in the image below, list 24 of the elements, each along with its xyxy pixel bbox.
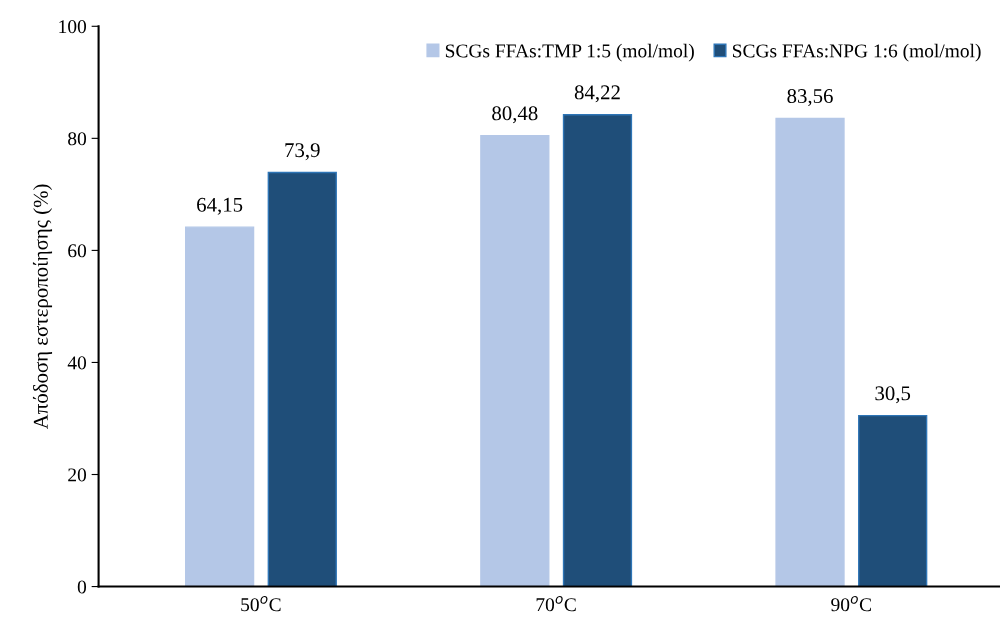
x-tick-label: 50$^{o}$C	[241, 596, 281, 612]
y-tick-label: 80	[68, 132, 87, 146]
x-tick-label: 70$^{o}$C	[536, 596, 576, 612]
y-tick-label: 0	[77, 580, 87, 594]
y-tick-label: 100	[59, 20, 87, 34]
y-axis-title: Απόδοση εστεροποίησης (%)	[32, 184, 53, 430]
bar	[267, 171, 337, 587]
bar	[775, 117, 845, 587]
data-label: 84,22	[574, 85, 620, 103]
data-label: 83,56	[787, 89, 833, 107]
y-tick-label: 20	[68, 468, 87, 482]
y-tick-label: 60	[68, 244, 87, 258]
data-label: 73,9	[285, 143, 320, 161]
legend-label: SCGs FFAs:TMP 1:5 (mol/mol)	[445, 43, 694, 62]
bar	[858, 414, 928, 587]
y-tick-label: 40	[67, 356, 87, 370]
legend-label: SCGs FFAs:NPG 1:6 (mol/mol)	[732, 43, 981, 62]
bar	[562, 114, 633, 587]
data-label: 64,15	[197, 197, 243, 215]
bar	[184, 226, 255, 587]
data-label: 30,5	[875, 386, 911, 404]
data-label: 80,48	[492, 106, 538, 124]
bar	[480, 134, 550, 587]
x-tick-label: 90$^{o}$C	[831, 596, 871, 612]
